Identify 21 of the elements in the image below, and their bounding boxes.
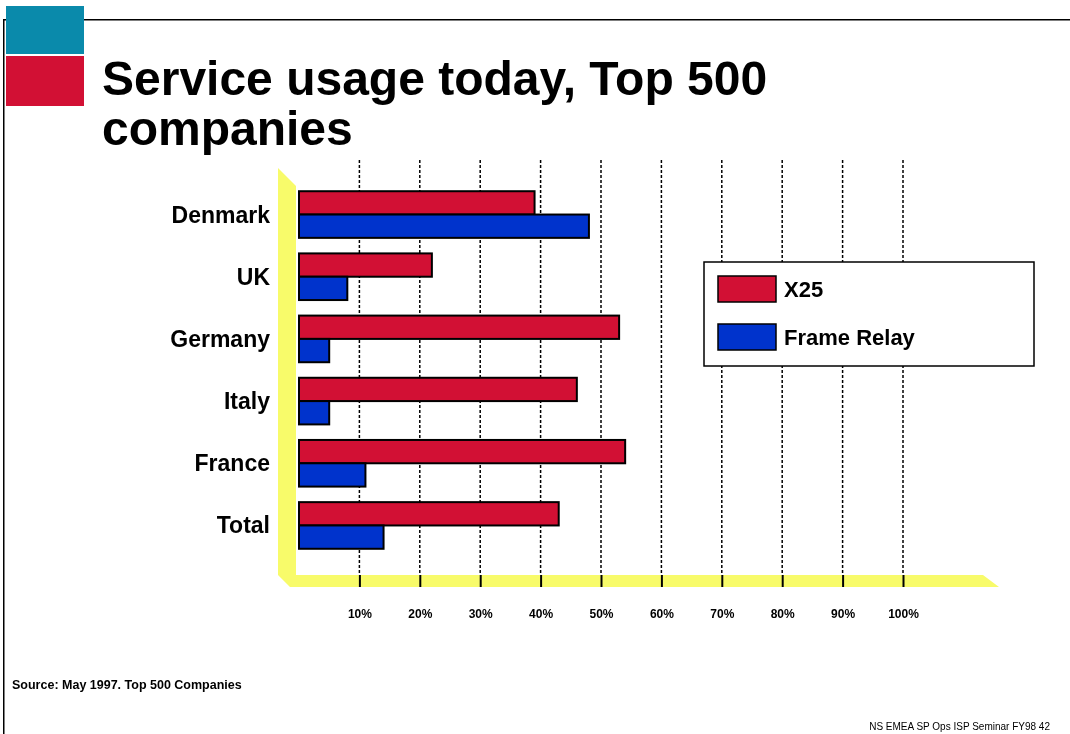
x-tick-label: 60% (649, 606, 675, 621)
y-tick-label: Germany (170, 325, 271, 352)
y-tick-label: Total (216, 512, 270, 539)
x-tick-label: 70% (710, 606, 735, 621)
x-tick-label: 80% (770, 606, 796, 621)
source-note: Source: May 1997. Top 500 Companies (12, 678, 242, 692)
text: NS EMEA SP Ops ISP Seminar FY98 42 (869, 721, 1051, 732)
legend-label: X25 (784, 277, 824, 302)
y-tick-label: France (194, 450, 270, 477)
x-tick-label: 20% (408, 606, 433, 621)
x-tick-label: 90% (831, 606, 856, 621)
y-tick-label: UK (236, 263, 271, 290)
x-tick-label: 40% (529, 606, 554, 621)
x-tick-label: 100% (888, 606, 920, 621)
y-tick-label: Italy (223, 388, 271, 415)
chart-title: Service usage today, Top 500 companies (102, 52, 768, 155)
legend-label: Frame Relay (784, 325, 916, 350)
y-tick-label: Denmark (171, 201, 271, 228)
x-tick-label: 50% (589, 606, 614, 621)
x-tick-label: 30% (468, 606, 494, 621)
x-tick-label: 10% (347, 606, 373, 621)
